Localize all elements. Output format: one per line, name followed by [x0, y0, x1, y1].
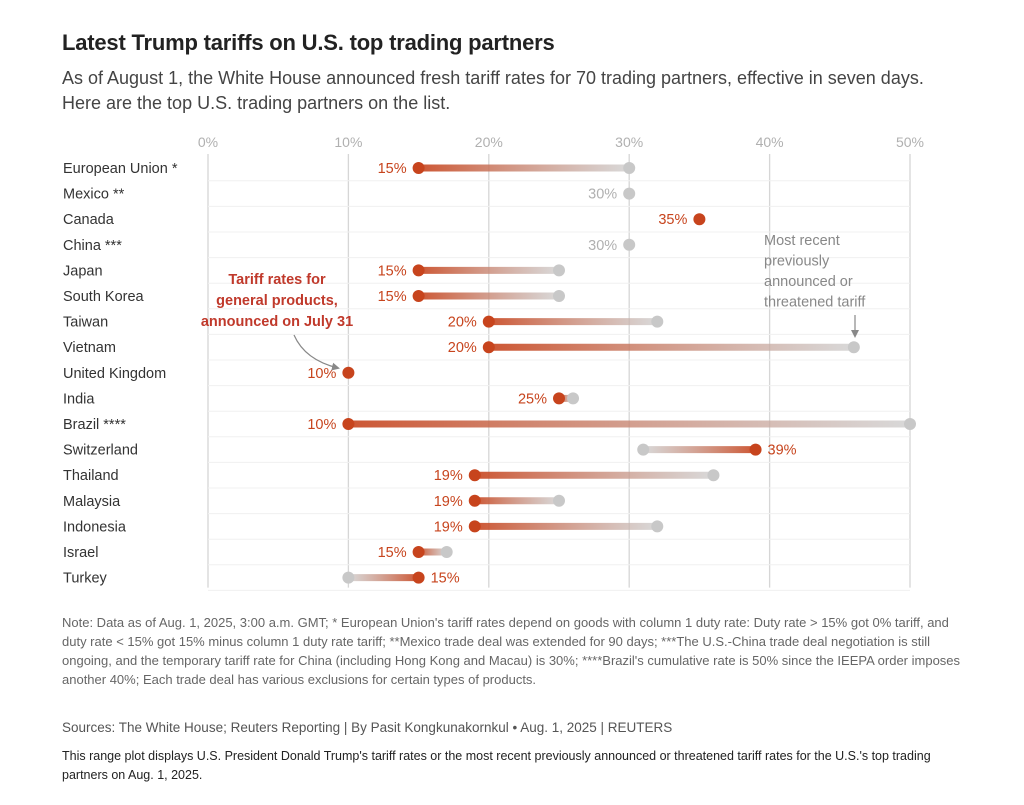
annotation-previous-line: announced or — [764, 274, 853, 290]
country-label: South Korea — [63, 289, 145, 305]
value-label: 25% — [518, 391, 547, 407]
country-label: Switzerland — [63, 443, 138, 459]
annotation-previous-line: Most recent — [764, 233, 840, 249]
annotation-previous-line: previously — [764, 254, 830, 270]
previous-tariff-dot — [707, 469, 720, 482]
country-label: Turkey — [63, 571, 108, 587]
current-tariff-dot — [553, 392, 565, 405]
country-label: Indonesia — [63, 519, 127, 535]
value-label: 19% — [434, 494, 463, 510]
tick-label-0: 0% — [198, 134, 218, 150]
previous-tariff-dot — [651, 315, 664, 328]
current-tariff-dot — [342, 366, 355, 379]
current-tariff-dot — [482, 315, 495, 328]
current-tariff-dot — [468, 469, 481, 482]
current-tariff-dot — [468, 494, 481, 507]
tick-label-20: 20% — [475, 134, 503, 150]
previous-tariff-dot — [342, 571, 355, 584]
current-tariff-dot — [412, 162, 425, 174]
value-label: 39% — [768, 443, 797, 459]
chart-subtitle: As of August 1, the White House announce… — [62, 68, 924, 113]
value-label: 30% — [588, 238, 617, 254]
previous-tariff-dot — [623, 162, 636, 174]
country-label: United Kingdom — [63, 366, 166, 382]
previous-tariff-dot — [553, 264, 565, 277]
country-label: Brazil **** — [63, 417, 126, 433]
chart-title: Latest Trump tariffs on U.S. top trading… — [62, 30, 555, 55]
previous-tariff-dot — [440, 546, 453, 558]
x-axis-ticks: 0% 10% 20% 30% 40% 50% — [198, 134, 924, 150]
country-label: China *** — [63, 238, 122, 254]
country-label: Thailand — [63, 468, 119, 484]
country-label: Taiwan — [63, 315, 108, 331]
country-label: India — [63, 391, 95, 407]
annotation-current-arrow — [293, 334, 340, 371]
country-label: Malaysia — [63, 494, 121, 510]
range-plot: 0% 10% 20% 30% 40% 50% European Union * 15% Mex… — [63, 134, 924, 591]
value-label: 10% — [307, 366, 336, 382]
value-label: 19% — [434, 468, 463, 484]
country-label: Vietnam — [63, 340, 116, 356]
annotation-current-line: announced on July 31 — [201, 314, 353, 330]
country-label: European Union * — [63, 161, 178, 177]
value-label: 35% — [658, 212, 687, 228]
value-label: 15% — [431, 571, 460, 587]
current-tariff-dot — [412, 546, 425, 558]
value-label: 19% — [434, 519, 463, 535]
previous-tariff-dot — [553, 494, 565, 507]
value-label: 30% — [588, 187, 617, 203]
country-label: Mexico ** — [63, 187, 125, 203]
country-label: Canada — [63, 212, 115, 228]
value-label: 15% — [378, 289, 407, 305]
previous-tariff-dot — [623, 238, 636, 251]
current-tariff-dot — [412, 264, 425, 277]
previous-tariff-dot — [651, 520, 664, 533]
previous-tariff-dot — [904, 418, 916, 430]
previous-tariff-dot — [623, 187, 636, 200]
gridlines — [207, 154, 911, 591]
annotation-current-line: Tariff rates for — [228, 272, 326, 288]
previous-tariff-dot — [567, 392, 580, 405]
footnote: Note: Data as of Aug. 1, 2025, 3:00 a.m.… — [62, 615, 961, 687]
data-rows: European Union * 15% Mexico ** 30% Canada 35%… — [63, 161, 916, 587]
current-tariff-dot — [468, 520, 481, 533]
value-label: 20% — [448, 340, 477, 356]
value-label: 10% — [307, 417, 336, 433]
country-label: Japan — [63, 263, 103, 279]
tick-label-10: 10% — [334, 134, 362, 150]
current-tariff-dot — [482, 341, 495, 354]
previous-tariff-dot — [847, 341, 860, 354]
current-tariff-dot — [412, 290, 425, 302]
annotation-previous-line: threatened tariff — [764, 295, 866, 311]
previous-tariff-dot — [637, 443, 650, 456]
country-label: Israel — [63, 545, 98, 561]
annotation-current-line: general products, — [216, 293, 338, 309]
tick-label-40: 40% — [756, 134, 784, 150]
value-label: 20% — [448, 315, 477, 331]
previous-tariff-dot — [553, 290, 565, 302]
current-tariff-dot — [342, 418, 355, 430]
value-label: 15% — [378, 545, 407, 561]
tick-label-50: 50% — [896, 134, 924, 150]
current-tariff-dot — [693, 213, 706, 226]
value-label: 15% — [378, 263, 407, 279]
current-tariff-dot — [412, 571, 425, 584]
tick-label-30: 30% — [615, 134, 643, 150]
chart-description: This range plot displays U.S. President … — [62, 749, 931, 782]
current-tariff-dot — [749, 443, 762, 456]
sources-line: Sources: The White House; Reuters Report… — [62, 720, 673, 735]
annotations: Tariff rates for general products, announc… — [201, 233, 866, 371]
value-label: 15% — [378, 161, 407, 177]
